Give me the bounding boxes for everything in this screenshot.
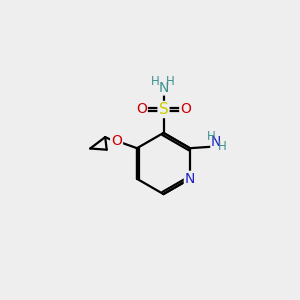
Text: H: H [166, 75, 175, 88]
Text: S: S [159, 102, 168, 117]
Text: H: H [207, 130, 216, 143]
Text: O: O [111, 134, 122, 148]
Text: N: N [185, 172, 195, 186]
Text: O: O [180, 103, 191, 116]
Text: N: N [211, 135, 221, 149]
Text: H: H [218, 140, 226, 153]
Text: H: H [151, 75, 160, 88]
Text: N: N [158, 81, 169, 95]
Text: O: O [136, 103, 147, 116]
